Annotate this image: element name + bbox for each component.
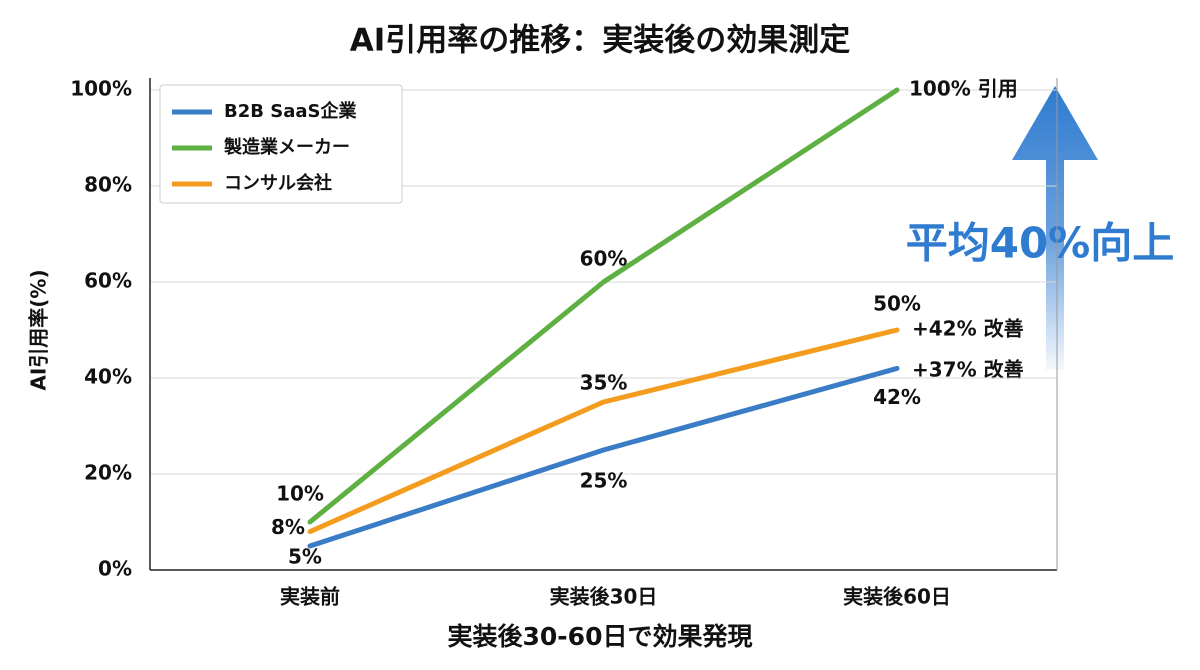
x-tick-label: 実装後30日 [550, 585, 658, 609]
y-axis-label: AI引用率(%) [27, 269, 51, 390]
data-label: 25% [580, 469, 628, 493]
chart-title: AI引用率の推移：実装後の効果測定 [350, 23, 851, 59]
legend-label: 製造業メーカー [223, 136, 350, 158]
data-label: 8% [271, 515, 305, 539]
x-tick-label: 実装前 [280, 585, 340, 609]
data-label: 5% [288, 545, 322, 569]
data-label: 10% [276, 482, 324, 506]
arrow [1012, 86, 1098, 370]
data-label: 100% 引用 [909, 77, 1018, 101]
data-label: 50% [873, 292, 921, 316]
y-tick-label: 80% [84, 173, 132, 197]
legend [159, 84, 403, 204]
y-tick-label: 0% [98, 557, 132, 581]
annotation: +42% 改善 [912, 317, 1024, 341]
annotation: 平均40%向上 [906, 219, 1175, 268]
data-label: 35% [580, 371, 628, 395]
y-tick-label: 60% [84, 269, 132, 293]
x-tick-label: 実装後60日 [843, 585, 951, 609]
line [307, 327, 900, 535]
line [307, 87, 900, 525]
line [307, 365, 900, 549]
data-label: 60% [580, 247, 628, 271]
x-axis-label: 実装後30-60日で効果発現 [448, 622, 753, 651]
y-tick-label: 40% [84, 365, 132, 389]
y-tick-label: 100% [70, 77, 132, 101]
data-label: 42% [873, 385, 921, 409]
legend-label: コンサル会社 [224, 172, 332, 194]
y-tick-label: 20% [84, 461, 132, 485]
legend-label: B2B SaaS企業 [224, 100, 357, 122]
